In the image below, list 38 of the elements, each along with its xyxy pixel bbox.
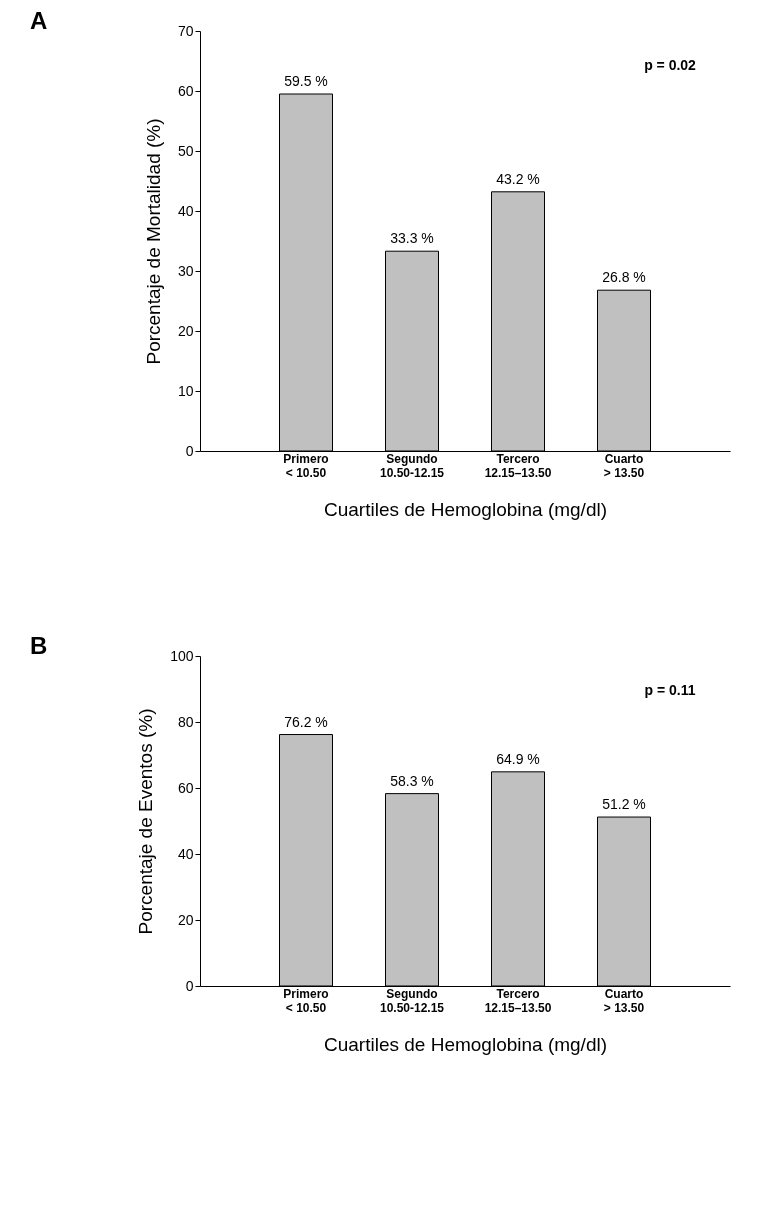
y-tick-label: 60 xyxy=(177,82,194,99)
chart-title: A xyxy=(30,7,48,34)
y-tick-label: 10 xyxy=(177,382,194,399)
x-tick-label: Segundo 10.50-12.15 xyxy=(379,986,445,1015)
data-label: 58.3 % xyxy=(390,772,434,789)
y-tick-label: 60 xyxy=(177,779,194,796)
x-tick-label: Primero < 10.50 xyxy=(283,451,329,480)
data-label: 43.2 % xyxy=(496,170,540,187)
x-axis-title: Cuartiles de Hemoglobina (mg/dl) xyxy=(323,498,608,520)
y-tick-label: 20 xyxy=(177,322,194,339)
x-axis-title: Cuartiles de Hemoglobina (mg/dl) xyxy=(323,1033,608,1055)
y-tick-label: 30 xyxy=(177,262,194,279)
data-label: 76.2 % xyxy=(284,713,328,730)
data-label: 51.2 % xyxy=(602,796,646,813)
y-tick-label: 40 xyxy=(177,845,194,862)
y-tick-label: 40 xyxy=(177,202,194,219)
data-label: 26.8 % xyxy=(602,269,646,286)
data-label: 33.3 % xyxy=(390,230,434,247)
x-tick-label: Tercero 12.15–13.50 xyxy=(484,451,552,480)
x-tick-label: Primero < 10.50 xyxy=(283,986,329,1015)
y-tick-label: 0 xyxy=(185,442,194,459)
x-tick-label: Tercero 12.15–13.50 xyxy=(484,986,552,1015)
x-tick-label: Cuarto > 13.50 xyxy=(603,986,645,1015)
y-tick-label: 0 xyxy=(185,977,194,994)
chart-title: B xyxy=(30,632,48,659)
y-tick-label: 70 xyxy=(177,22,194,39)
y-tick-label: 50 xyxy=(177,142,194,159)
y-tick-label: 100 xyxy=(170,647,194,664)
data-label: 59.5 % xyxy=(284,73,328,89)
y-tick-label: 20 xyxy=(177,911,194,928)
annotation: p = 0.11 xyxy=(644,682,696,698)
y-axis-title: Porcentaje de Mortalidad (%) xyxy=(142,118,164,365)
y-axis-title: Porcentaje de Eventos (%) xyxy=(135,708,157,935)
x-tick-label: Segundo 10.50-12.15 xyxy=(379,451,445,480)
annotation: p = 0.02 xyxy=(644,57,697,73)
x-tick-label: Cuarto > 13.50 xyxy=(603,451,645,480)
y-tick-label: 80 xyxy=(177,713,194,730)
data-label: 64.9 % xyxy=(496,750,540,767)
